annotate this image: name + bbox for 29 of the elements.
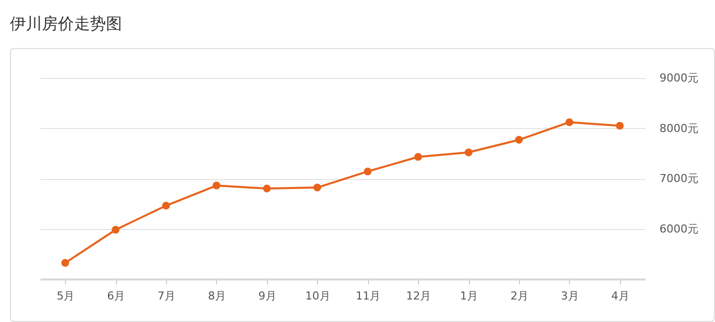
point — [263, 184, 271, 192]
x-tick-label: 3月 — [560, 290, 579, 302]
y-tick-label: 7000元 — [660, 172, 698, 185]
point — [212, 182, 220, 190]
point — [566, 118, 574, 126]
x-tick-label: 4月 — [611, 290, 630, 302]
x-tick-label: 12月 — [406, 290, 432, 302]
y-tick-label: 8000元 — [660, 122, 698, 135]
point — [61, 259, 70, 267]
y-tick-label: 6000元 — [660, 222, 698, 236]
x-tick-label: 11月 — [356, 290, 381, 302]
point — [515, 136, 523, 144]
x-tick-label: 6月 — [107, 290, 126, 302]
x-tick-label: 7月 — [158, 290, 176, 302]
point — [414, 153, 422, 161]
point — [162, 202, 170, 210]
x-tick-label: 8月 — [208, 290, 226, 302]
x-tick-label: 10月 — [305, 290, 330, 302]
x-tick-label: 1月 — [460, 290, 478, 302]
point — [313, 184, 322, 192]
point — [112, 226, 120, 234]
point — [464, 148, 472, 156]
point — [616, 122, 624, 130]
chart-title: 伊川房价走势图 — [10, 14, 122, 33]
x-tick-label: 2月 — [510, 290, 528, 302]
x-tick-label: 5月 — [56, 290, 75, 302]
y-tick-label: 9000元 — [660, 72, 698, 84]
point — [364, 168, 372, 176]
x-tick-label: 9月 — [258, 290, 276, 302]
